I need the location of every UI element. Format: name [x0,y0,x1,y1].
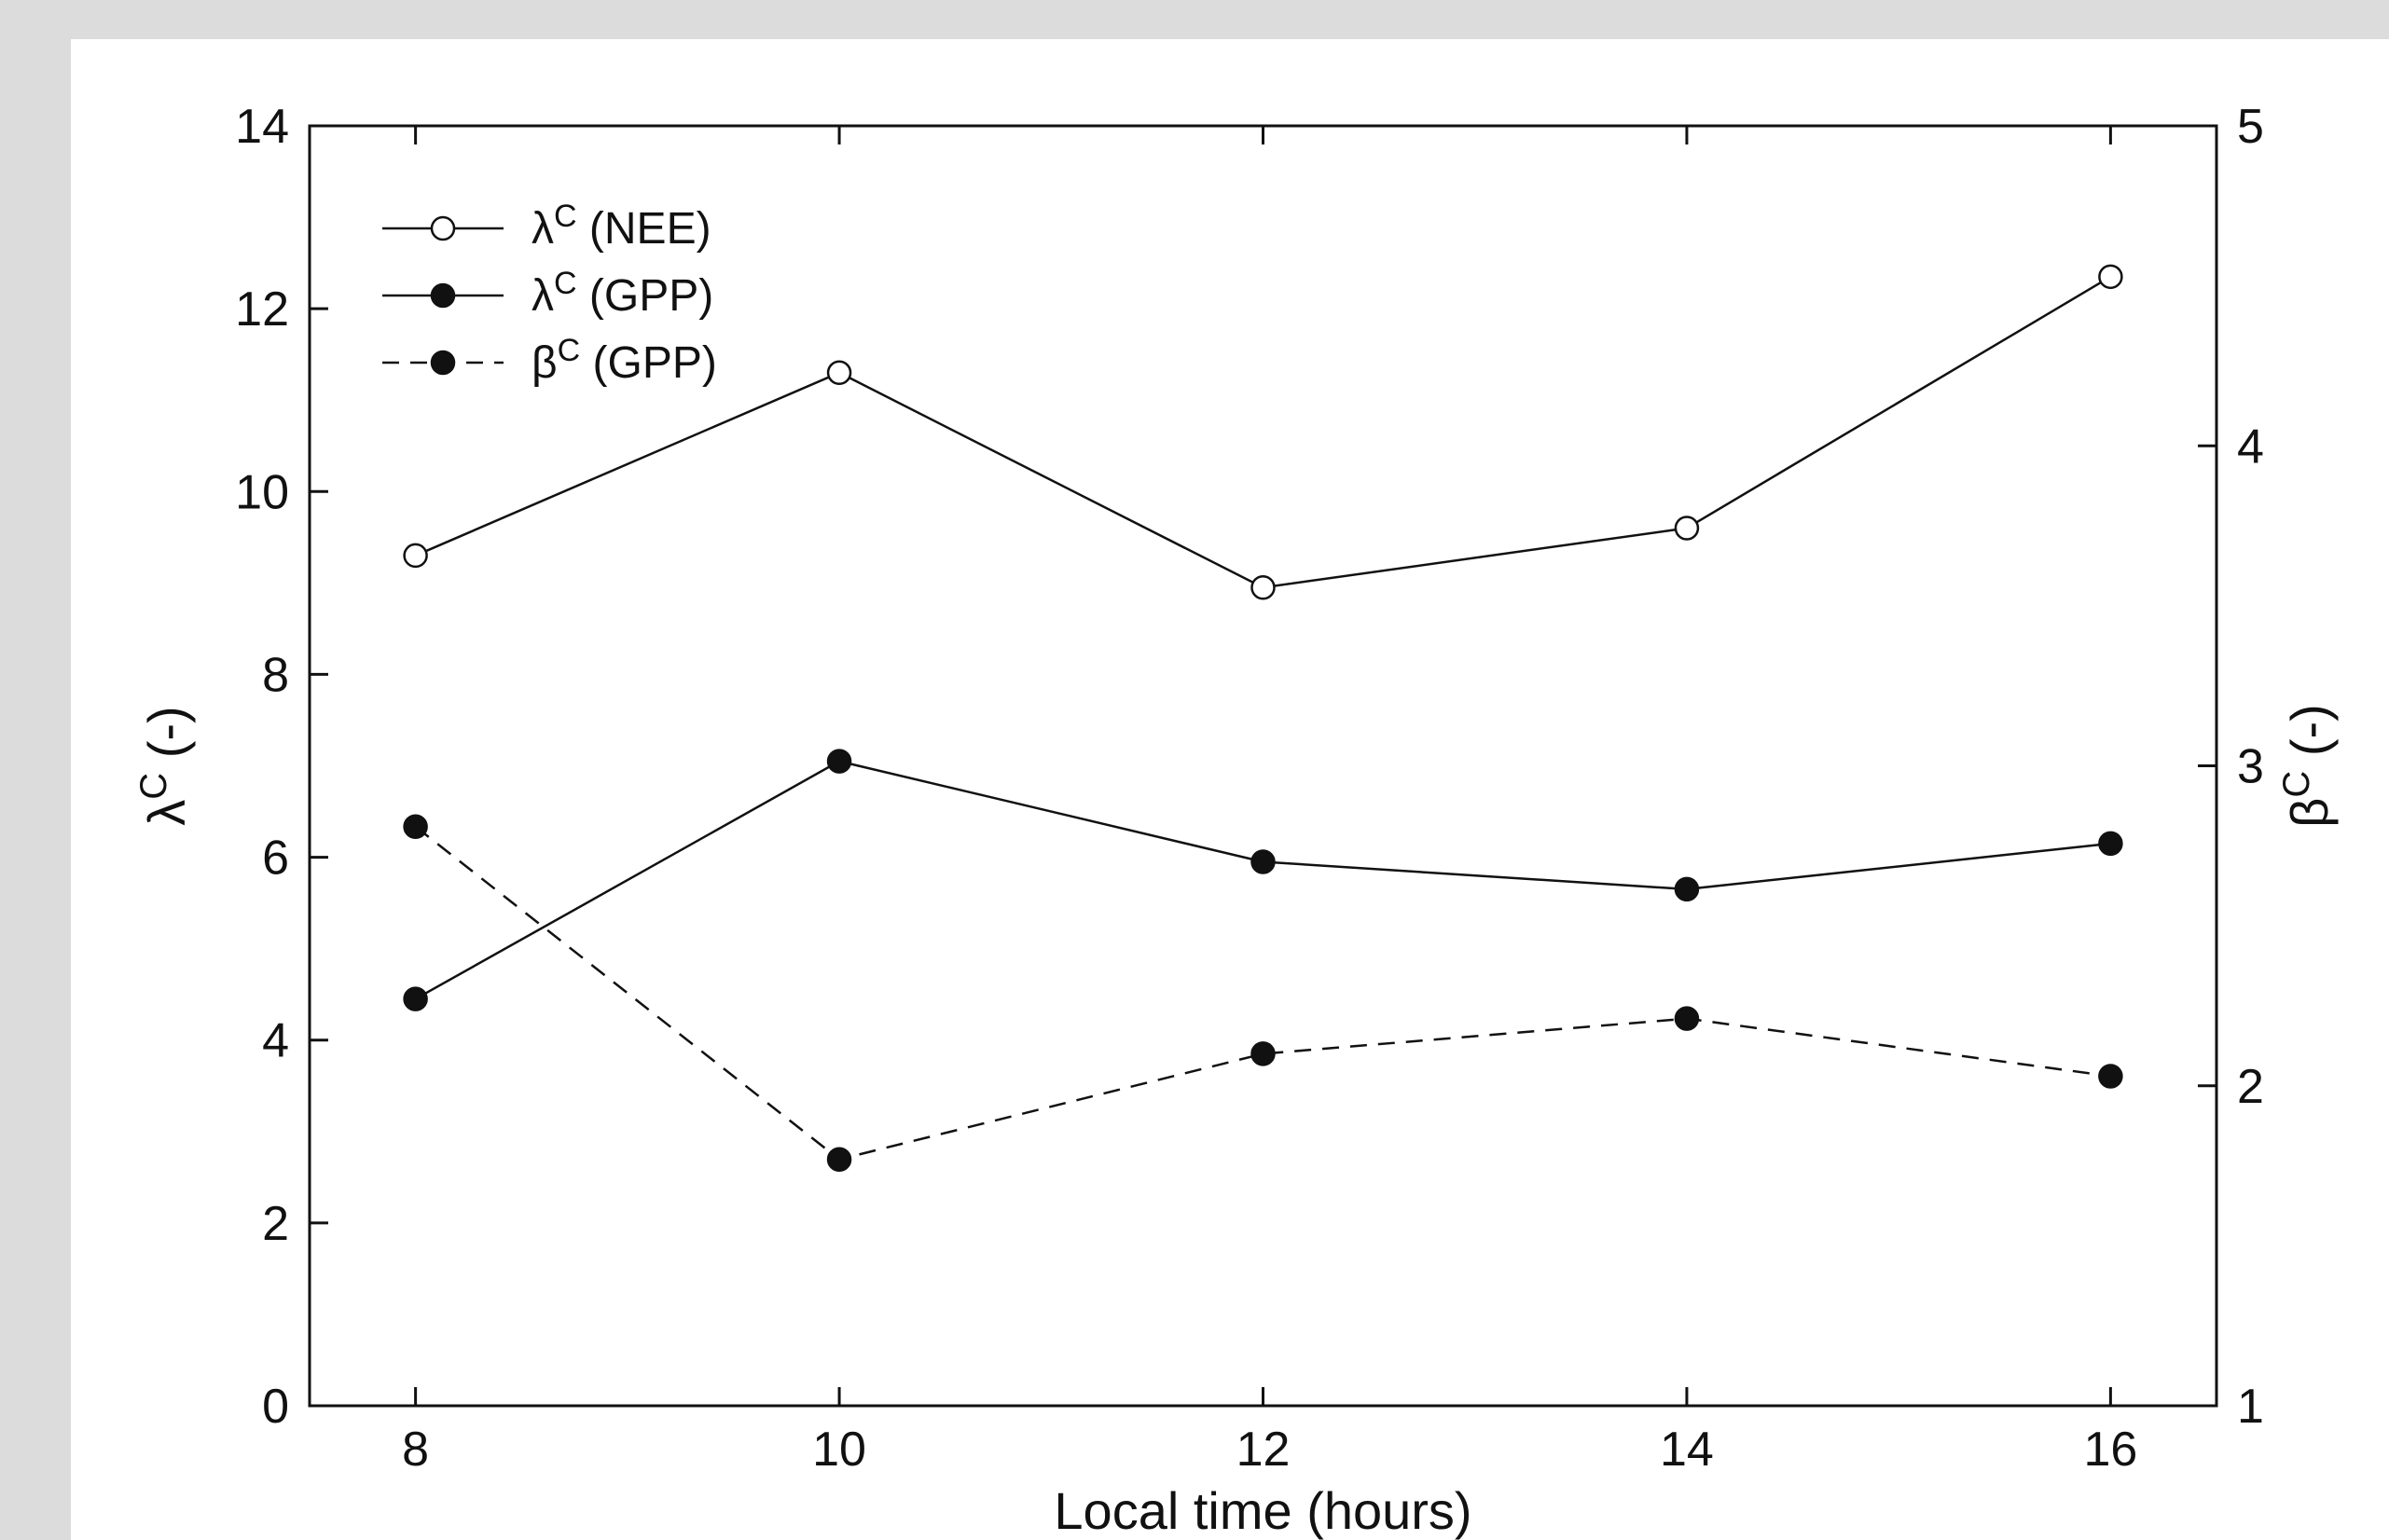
y-left-tick-label: 14 [235,100,289,154]
x-axis-label: Local time (hours) [1054,1481,1471,1540]
series-2-point [403,986,428,1011]
left-axis: 0 2 4 6 8 10 12 14 [235,100,328,1434]
series-layer [403,264,2123,1172]
y-axis-label-right-symbol: β [2280,798,2339,828]
series-2 [403,749,2123,1011]
y-left-tick-label: 6 [262,832,289,886]
y-left-tick-label: 0 [262,1380,289,1434]
y-right-tick-label: 5 [2237,100,2264,154]
legend-item: βC (GPP) [382,333,717,388]
right-axis: 1 2 3 4 5 [2198,100,2264,1434]
legend-label-symbol: λ [532,271,554,321]
series-1-line [415,275,2112,589]
series-3-point [1250,1041,1276,1066]
y-left-tick-label: 12 [235,282,289,337]
x-tick-label: 8 [402,1423,429,1477]
y-right-tick-label: 4 [2237,419,2264,474]
legend-label-symbol: λ [532,204,554,254]
series-1-point [1674,516,1700,541]
legend: λC (NEE)λC (GPP)βC (GPP) [382,199,717,388]
legend-label-name: (NEE) [577,204,711,254]
series-1-point [2098,264,2123,290]
y-left-tick-label: 2 [262,1197,289,1251]
series-3-point [1674,1006,1700,1031]
legend-marker [430,215,456,241]
x-tick-label: 10 [812,1423,866,1477]
series-3-point [403,814,428,839]
x-axis: 8 10 12 14 16 [402,126,2137,1477]
series-3-point [826,1147,852,1172]
legend-label-symbol: β [532,338,558,388]
series-2-point [1674,876,1700,902]
series-1-point [1250,575,1276,600]
x-tick-label: 12 [1236,1423,1291,1477]
y-axis-label-left: λC (-) [133,706,196,825]
legend-label-name: (GPP) [580,338,717,388]
legend-marker [430,282,456,309]
legend-label-sup: C [554,199,577,234]
series-2-point [1250,849,1276,874]
y-right-tick-label: 1 [2237,1380,2264,1434]
series-3-point [2098,1064,2123,1089]
legend-label: λC (NEE) [532,199,711,254]
y-axis-label-left-rest: (-) [137,706,196,773]
x-tick-label: 14 [1660,1423,1714,1477]
legend-label-sup: C [554,266,577,301]
series-1-point [826,360,852,386]
y-left-tick-label: 8 [262,648,289,702]
legend-label: λC (GPP) [532,266,713,321]
y-axis-label-right-sup: C [2276,771,2317,798]
x-tick-label: 16 [2083,1423,2137,1477]
legend-label: βC (GPP) [532,333,717,388]
legend-marker [430,350,456,376]
series-1 [403,264,2123,600]
y-axis-label-right-rest: (-) [2280,704,2339,771]
legend-label-name: (GPP) [577,271,714,321]
series-3-line [414,825,2111,1162]
y-axis-label-left-symbol: λ [137,800,196,826]
legend-label-sup: C [558,333,581,368]
series-1-point [403,543,428,569]
legend-item: λC (NEE) [382,199,711,254]
y-left-tick-label: 10 [235,465,289,519]
y-axis-label-left-sup: C [133,773,174,800]
y-axis-label-right: βC (-) [2276,704,2339,828]
series-2-line [414,760,2111,1000]
series-3 [403,814,2123,1172]
series-2-point [2098,831,2123,857]
legend-item: λC (GPP) [382,266,713,321]
series-2-point [826,749,852,774]
y-right-tick-label: 2 [2237,1060,2264,1114]
y-right-tick-label: 3 [2237,740,2264,794]
y-left-tick-label: 4 [262,1014,289,1068]
